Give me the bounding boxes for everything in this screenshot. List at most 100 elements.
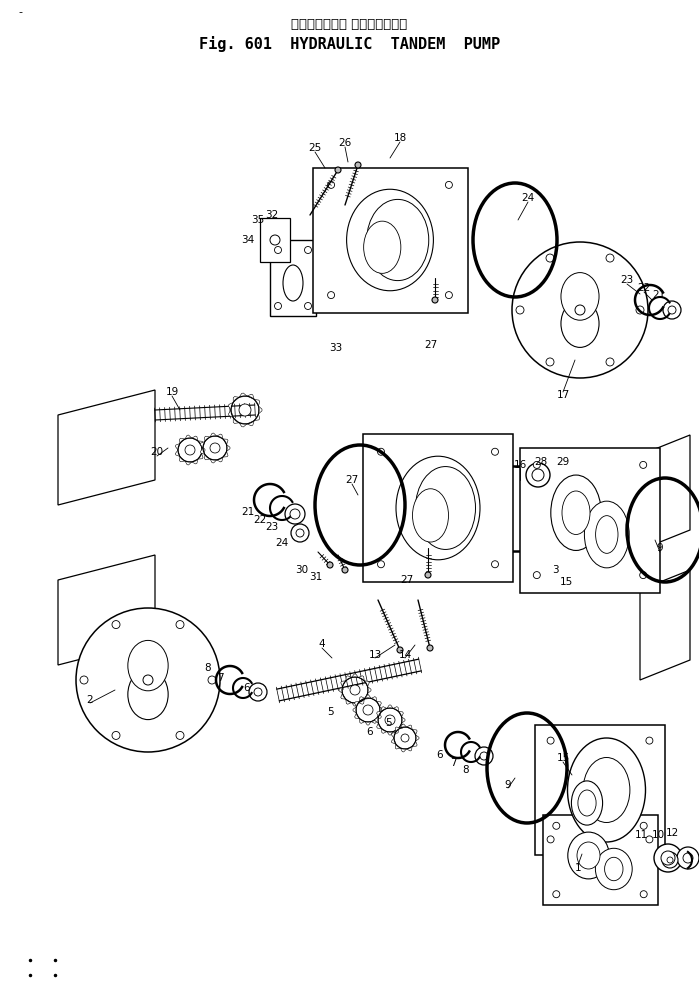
Polygon shape — [542, 815, 658, 905]
Ellipse shape — [562, 491, 590, 535]
Circle shape — [350, 685, 360, 695]
Text: 20: 20 — [150, 447, 164, 457]
Polygon shape — [359, 719, 365, 724]
Polygon shape — [396, 744, 401, 749]
Text: 19: 19 — [166, 387, 179, 397]
Circle shape — [363, 705, 373, 715]
Circle shape — [575, 305, 585, 315]
Circle shape — [445, 182, 452, 189]
Ellipse shape — [367, 200, 428, 280]
Polygon shape — [359, 700, 364, 705]
Polygon shape — [340, 681, 346, 687]
Polygon shape — [58, 390, 155, 505]
Polygon shape — [223, 451, 228, 457]
Circle shape — [606, 358, 614, 366]
Polygon shape — [396, 727, 401, 733]
Polygon shape — [365, 722, 371, 725]
Circle shape — [254, 688, 262, 696]
Polygon shape — [185, 435, 192, 439]
Polygon shape — [393, 729, 398, 734]
Polygon shape — [364, 694, 369, 700]
Polygon shape — [402, 717, 405, 724]
Circle shape — [401, 734, 409, 742]
Circle shape — [239, 404, 251, 416]
Text: 25: 25 — [308, 143, 322, 153]
Polygon shape — [377, 702, 382, 707]
Circle shape — [677, 847, 699, 869]
Polygon shape — [205, 436, 210, 441]
Circle shape — [285, 504, 305, 524]
Circle shape — [328, 291, 335, 298]
Circle shape — [335, 167, 341, 173]
Polygon shape — [346, 676, 352, 681]
Ellipse shape — [415, 466, 475, 550]
Text: Fig. 601  HYDRAULIC  TANDEM  PUMP: Fig. 601 HYDRAULIC TANDEM PUMP — [199, 36, 500, 52]
Polygon shape — [205, 454, 210, 460]
Circle shape — [427, 645, 433, 651]
Circle shape — [491, 561, 498, 568]
Circle shape — [112, 732, 120, 740]
Circle shape — [491, 448, 498, 455]
Circle shape — [291, 524, 309, 542]
Circle shape — [112, 621, 120, 629]
Circle shape — [305, 302, 312, 309]
Polygon shape — [382, 707, 387, 712]
Text: 22: 22 — [637, 283, 651, 293]
Polygon shape — [359, 697, 365, 702]
Circle shape — [546, 358, 554, 366]
Ellipse shape — [551, 475, 601, 551]
Circle shape — [661, 851, 675, 865]
Circle shape — [640, 822, 647, 829]
Circle shape — [290, 509, 300, 519]
Text: 5: 5 — [384, 718, 391, 728]
Circle shape — [546, 254, 554, 262]
Circle shape — [646, 836, 653, 843]
Circle shape — [683, 853, 693, 863]
Ellipse shape — [596, 848, 632, 889]
Text: 21: 21 — [652, 290, 665, 300]
Circle shape — [636, 306, 644, 314]
Text: 18: 18 — [394, 133, 407, 143]
Text: 9: 9 — [505, 780, 511, 790]
Polygon shape — [270, 240, 316, 316]
Circle shape — [397, 647, 403, 653]
Text: 27: 27 — [424, 340, 438, 350]
Circle shape — [668, 306, 676, 314]
Polygon shape — [407, 747, 412, 751]
Polygon shape — [354, 702, 359, 707]
Text: 3: 3 — [552, 565, 559, 575]
Circle shape — [445, 291, 452, 298]
Circle shape — [305, 247, 312, 253]
Polygon shape — [192, 436, 198, 441]
Polygon shape — [401, 725, 407, 728]
Polygon shape — [233, 396, 239, 402]
Circle shape — [296, 529, 304, 537]
Polygon shape — [387, 732, 393, 735]
Ellipse shape — [568, 832, 610, 879]
Polygon shape — [239, 393, 247, 397]
Text: 8: 8 — [463, 765, 469, 775]
Text: 27: 27 — [401, 575, 414, 585]
Polygon shape — [180, 456, 185, 462]
Text: 15: 15 — [556, 753, 570, 763]
Polygon shape — [312, 168, 468, 312]
Circle shape — [516, 306, 524, 314]
Text: 2: 2 — [87, 695, 93, 705]
Text: 32: 32 — [266, 210, 279, 220]
Circle shape — [327, 562, 333, 568]
Text: 4: 4 — [319, 639, 325, 649]
Text: 34: 34 — [241, 235, 254, 245]
Polygon shape — [259, 406, 262, 414]
Polygon shape — [201, 448, 205, 454]
Text: 27: 27 — [345, 475, 359, 485]
Circle shape — [377, 561, 384, 568]
Ellipse shape — [128, 641, 168, 691]
Circle shape — [667, 857, 673, 863]
Polygon shape — [233, 417, 239, 423]
Polygon shape — [352, 703, 359, 706]
Circle shape — [663, 301, 681, 319]
Circle shape — [270, 235, 280, 245]
Polygon shape — [363, 434, 513, 582]
Polygon shape — [391, 733, 396, 738]
Circle shape — [533, 461, 540, 468]
